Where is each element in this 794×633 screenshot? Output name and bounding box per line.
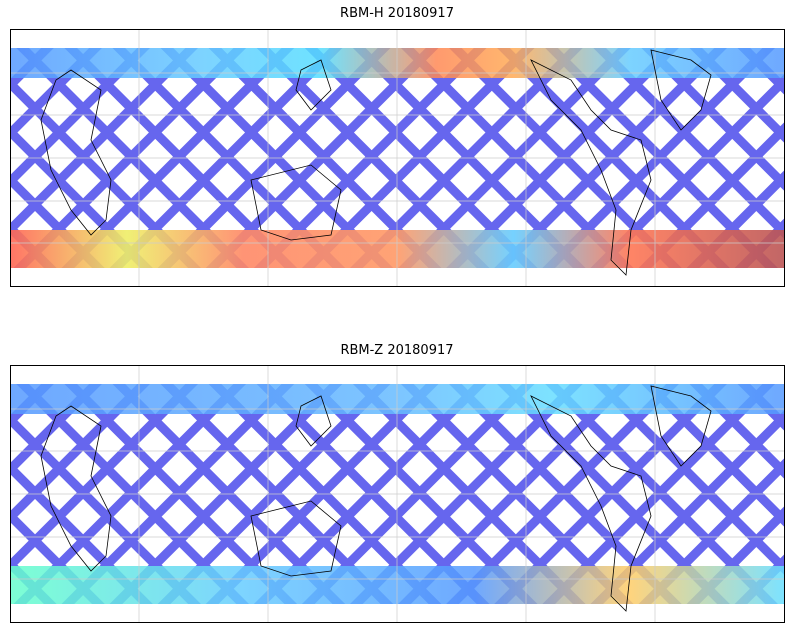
- map-panel-rbm-z: [10, 365, 785, 623]
- panel-title-rbm-h: RBM-H 20180917: [340, 6, 454, 21]
- graticule: [11, 366, 784, 622]
- coastlines: [40, 385, 712, 612]
- map-canvas-rbm-h: [11, 30, 784, 286]
- north-band: [11, 48, 784, 78]
- north-band: [11, 384, 784, 414]
- south-band: [11, 566, 784, 604]
- map-canvas-rbm-z: [11, 366, 784, 622]
- south-band: [11, 230, 784, 268]
- map-panel-rbm-h: [10, 29, 785, 287]
- panel-title-rbm-z: RBM-Z 20180917: [340, 343, 454, 358]
- graticule: [11, 30, 784, 286]
- coastlines: [40, 49, 712, 276]
